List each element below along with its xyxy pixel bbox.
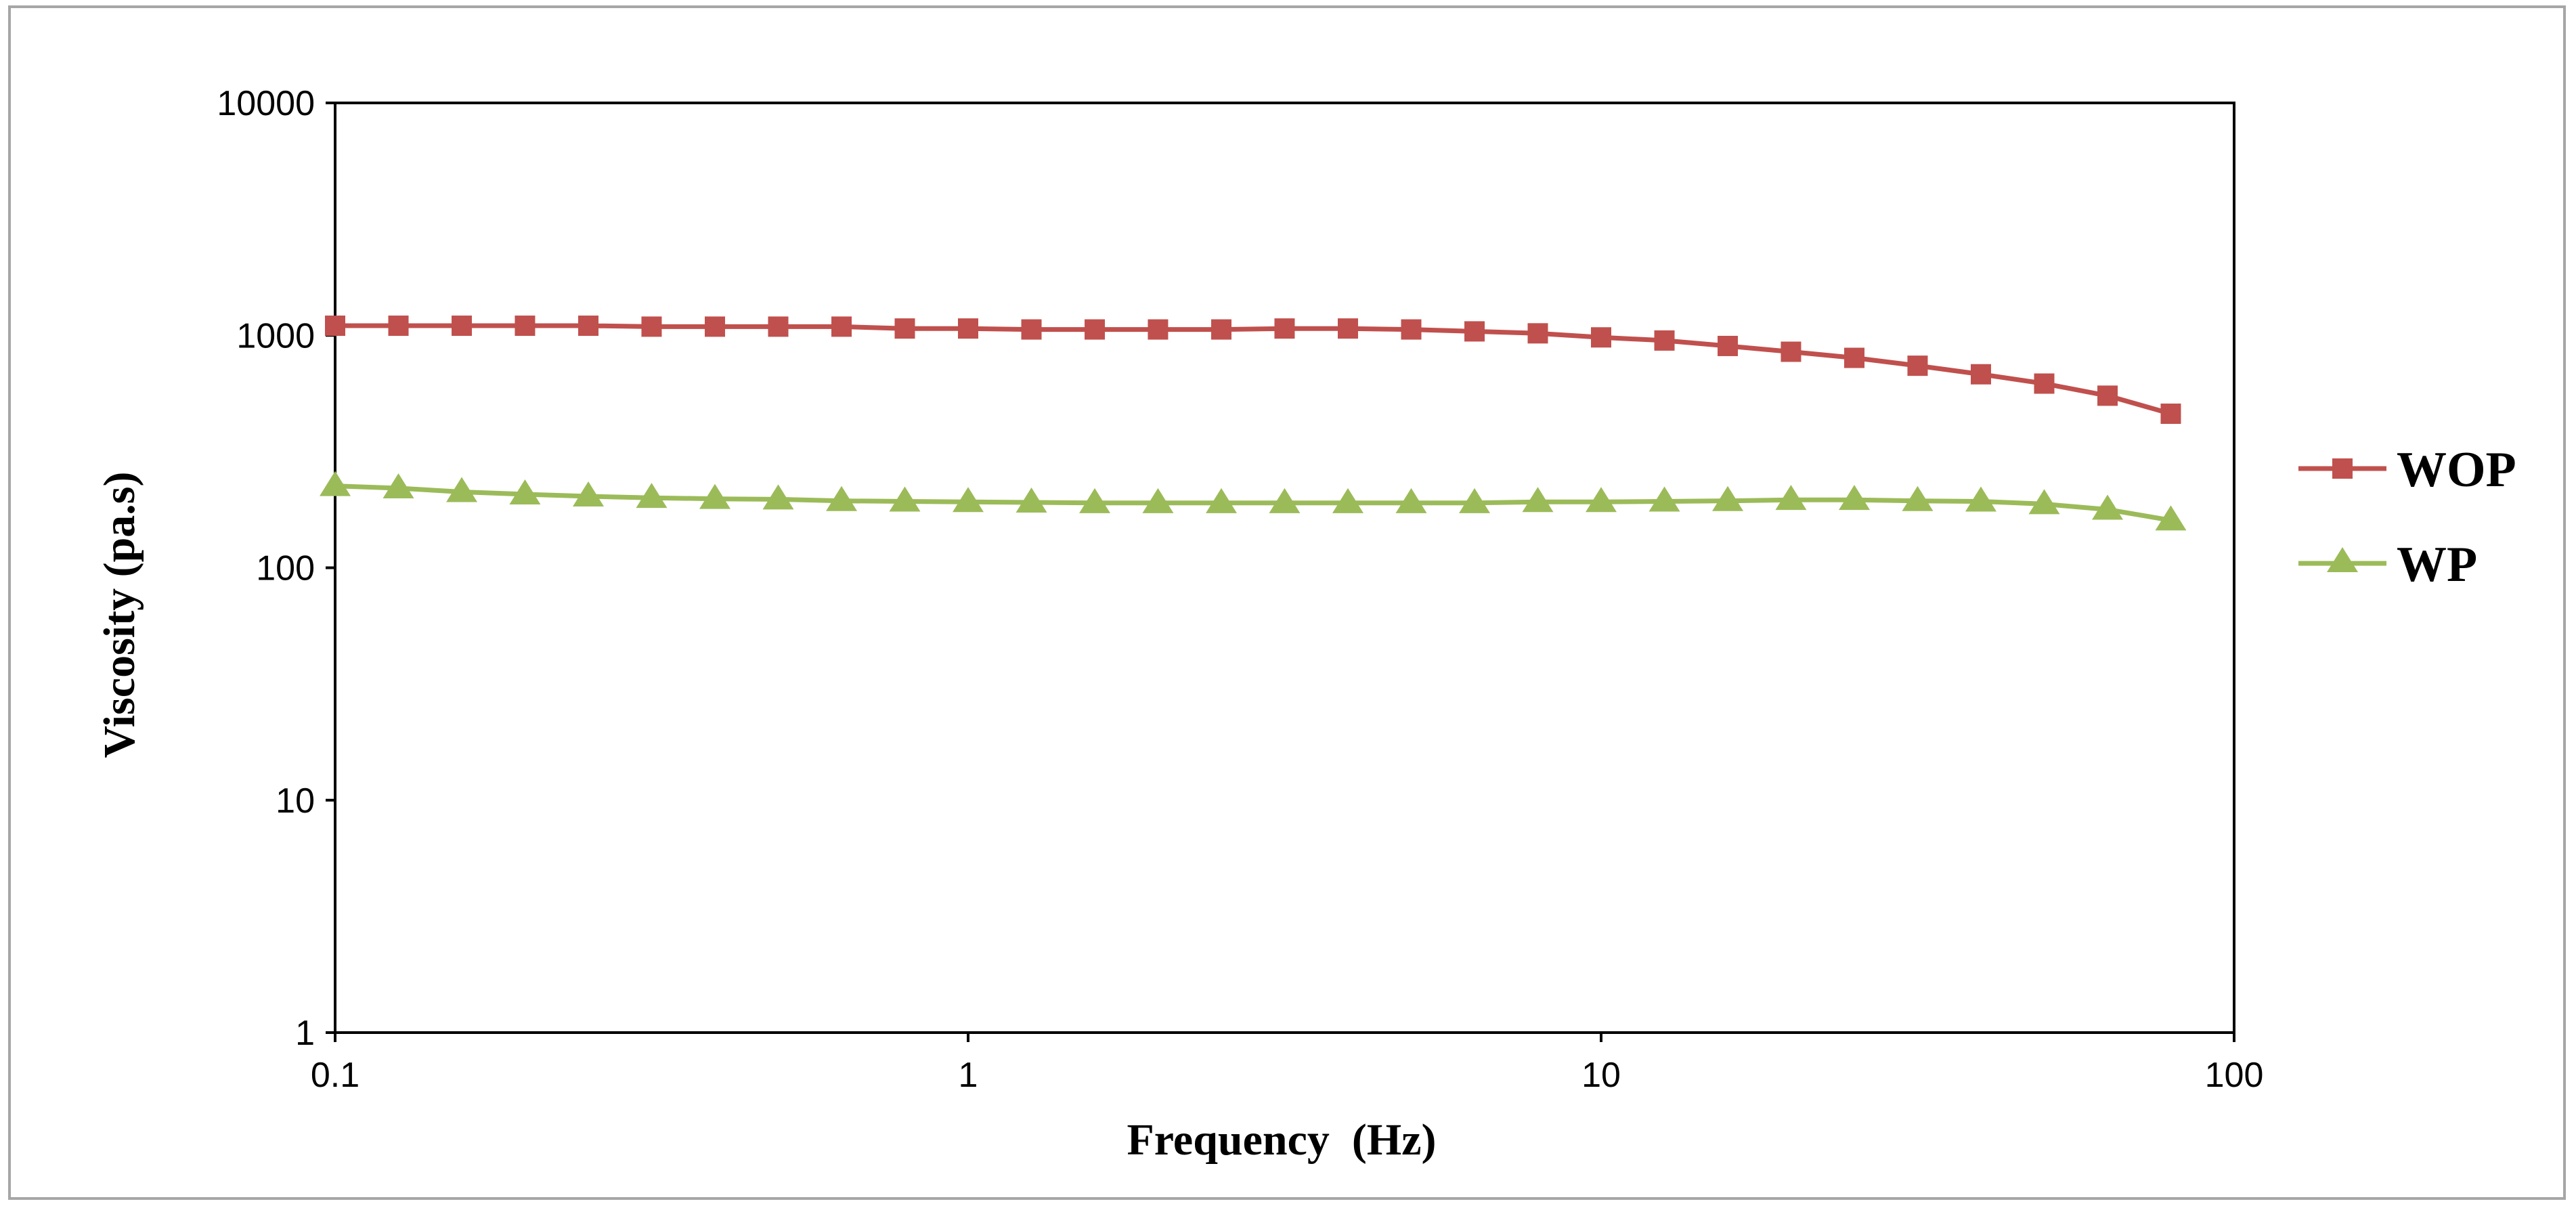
x-axis-title: Frequency (Hz) [1127,1115,1436,1165]
data-point-wop [325,316,345,337]
x-tick-label: 1 [959,1056,978,1095]
data-point-wop [1337,318,1358,339]
y-tick-label: 1000 [236,316,315,355]
data-point-wop [894,318,915,339]
plot-area [334,102,2235,1034]
data-point-wop [1654,330,1675,351]
data-point-wop [1401,319,1422,340]
data-point-wp [699,483,730,509]
data-point-wp [1965,486,1996,512]
data-point-wop [1970,364,1991,385]
series-wp [320,471,2187,531]
data-point-wp [1649,486,1680,512]
data-point-wop [1085,319,1106,340]
series-line-wp [334,483,2172,523]
data-point-wop [1907,355,1928,376]
y-axis-title: Viscosity (pa.s) [95,472,144,758]
data-point-wp [1269,488,1301,513]
data-point-wp [1839,485,1871,511]
y-tick-label: 1 [295,1014,315,1053]
data-point-wop [1527,323,1548,344]
data-point-wp [1712,485,1744,511]
data-point-wop [515,316,536,337]
data-point-wop [1718,335,1739,356]
series-wop [325,316,2181,425]
data-point-wop [768,316,789,337]
data-point-wop [1148,319,1169,340]
data-point-wp [1586,487,1617,513]
data-point-wp [762,484,794,510]
data-point-wp [826,485,858,511]
data-point-wp [446,477,478,502]
data-point-wp [1395,488,1427,513]
data-point-wop [641,316,662,337]
data-point-wop [1464,321,1485,342]
data-point-wp [1902,485,1934,511]
data-point-wp [320,471,351,496]
chart-frame [8,5,2566,1200]
legend-swatch-wop-marker [2332,458,2353,479]
data-point-wop [1781,341,1802,362]
data-point-wp [2028,489,2060,515]
data-point-wop [1211,319,1232,340]
plot-border [334,102,2235,1034]
data-point-wp [2155,505,2187,531]
data-point-wop [578,316,599,337]
data-point-wp [1079,488,1111,513]
data-point-wop [704,316,725,337]
data-point-wp [889,486,921,512]
legend-item-wop: WOP [2298,442,2516,498]
data-point-wp [1016,488,1047,513]
data-point-wop [452,316,473,337]
data-point-wop [388,316,409,337]
data-point-wp [2092,494,2124,520]
series-layer [320,316,2187,531]
x-tick-label: 10 [1581,1056,1621,1095]
data-point-wop [1591,327,1611,348]
x-axis-ticks: 0.1 1 10 100 [311,1033,2264,1095]
data-point-wop [831,316,852,337]
legend-swatch-wp-marker [2327,547,2358,572]
legend-label-wp: WP [2397,537,2477,592]
data-point-wop [2034,373,2055,394]
data-point-wp [1775,485,1807,511]
data-point-wp [573,481,605,506]
y-tick-label: 100 [256,549,315,588]
data-point-wop [958,318,978,339]
data-point-wp [1142,488,1174,513]
data-point-wp [953,487,984,513]
data-point-wop [1274,318,1295,339]
x-tick-label: 0.1 [311,1056,359,1095]
data-point-wop [1021,319,1042,340]
data-point-wp [509,479,541,505]
y-tick-label: 10 [276,781,315,821]
data-point-wp [383,473,414,498]
series-line-wop [335,323,2172,416]
data-point-wop [2160,404,2181,425]
data-point-wp [1459,488,1491,513]
data-point-wp [1332,488,1363,513]
legend-item-wp: WP [2298,537,2477,592]
legend: WOP WP [2298,442,2516,592]
data-point-wp [636,483,668,509]
data-point-wp [1522,487,1554,513]
y-axis-ticks: 1 10 100 1000 10000 [217,84,335,1053]
data-point-wop [2097,385,2118,406]
data-point-wp [1206,488,1238,513]
y-tick-label: 10000 [217,84,315,123]
data-point-wop [1844,347,1865,368]
legend-label-wop: WOP [2397,442,2516,498]
x-tick-label: 100 [2205,1056,2264,1095]
